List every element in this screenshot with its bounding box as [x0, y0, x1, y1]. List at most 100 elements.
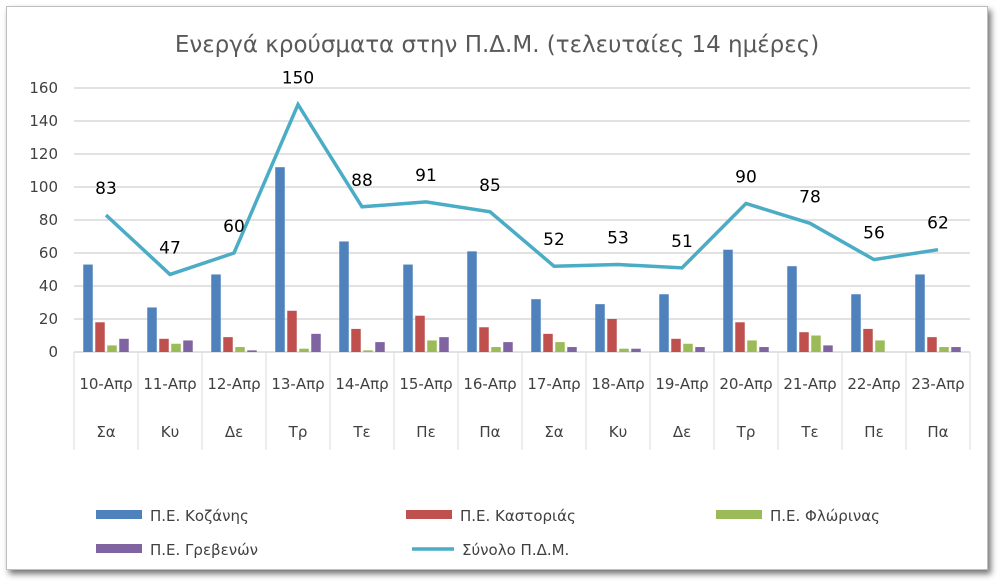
x-tick-label: 10-Απρ: [79, 375, 132, 393]
x-day-label: Σα: [544, 423, 563, 441]
data-label: 91: [415, 166, 437, 186]
bar-1: [595, 304, 605, 352]
bar-1: [531, 299, 541, 352]
legend-label: Π.Ε. Γρεβενών: [150, 541, 258, 559]
x-day-label: Τρ: [736, 423, 756, 441]
x-day-label: Τε: [352, 423, 370, 441]
y-tick-label: 100: [29, 178, 58, 196]
bar-2: [95, 322, 105, 352]
data-label: 62: [927, 214, 949, 234]
legend-swatch: [716, 510, 762, 519]
x-tick-label: 18-Απρ: [591, 375, 644, 393]
chart-title: Ενεργά κρούσματα στην Π.Δ.Μ. (τελευταίες…: [175, 32, 819, 58]
bar-3: [619, 348, 629, 352]
bar-1: [275, 167, 285, 352]
bar-2: [159, 338, 169, 352]
legend-label: Π.Ε. Καστοριάς: [460, 507, 576, 525]
bar-4: [503, 342, 513, 352]
chart-frame: [6, 6, 988, 570]
x-day-label: Τρ: [288, 423, 308, 441]
data-label: 60: [223, 217, 245, 237]
legend-label: Π.Ε. Κοζάνης: [150, 507, 249, 525]
x-tick-label: 22-Απρ: [847, 375, 900, 393]
x-day-label: Τε: [800, 423, 818, 441]
x-day-label: Κυ: [161, 423, 180, 441]
bar-4: [311, 333, 321, 352]
x-day-label: Πα: [927, 423, 948, 441]
bar-3: [235, 347, 245, 352]
bar-3: [811, 335, 821, 352]
bar-1: [659, 294, 669, 352]
x-day-label: Πε: [416, 423, 435, 441]
bar-1: [147, 307, 157, 352]
data-label: 88: [351, 171, 373, 191]
bar-2: [351, 328, 361, 352]
data-label: 90: [735, 168, 757, 188]
bar-3: [171, 343, 181, 352]
legend-swatch: [406, 510, 452, 519]
y-tick-label: 20: [39, 310, 58, 328]
data-label: 51: [671, 232, 693, 252]
bar-4: [247, 350, 257, 352]
x-tick-label: 21-Απρ: [783, 375, 836, 393]
data-label: 47: [159, 238, 181, 258]
bar-3: [107, 345, 117, 352]
data-label: 150: [282, 69, 314, 89]
x-day-label: Πε: [864, 423, 883, 441]
legend-swatch: [96, 510, 142, 519]
x-day-label: Σα: [96, 423, 115, 441]
bar-2: [671, 338, 681, 352]
x-tick-label: 16-Απρ: [463, 375, 516, 393]
data-label: 56: [863, 224, 885, 244]
data-label: 52: [543, 230, 565, 250]
y-tick-label: 0: [48, 343, 58, 361]
bar-1: [915, 274, 925, 352]
bar-4: [695, 347, 705, 352]
bar-2: [607, 319, 617, 352]
y-tick-label: 80: [39, 211, 58, 229]
bar-3: [939, 347, 949, 352]
total-line: [104, 100, 939, 277]
x-tick-label: 15-Απρ: [399, 375, 452, 393]
y-tick-label: 60: [39, 244, 58, 262]
legend-label: Π.Ε. Φλώρινας: [770, 507, 880, 525]
bar-1: [851, 294, 861, 352]
bar-1: [211, 274, 221, 352]
bar-2: [799, 332, 809, 352]
bar-3: [747, 340, 757, 352]
bar-1: [403, 264, 413, 352]
bar-3: [683, 343, 693, 352]
data-label: 85: [479, 176, 501, 196]
data-label: 83: [95, 179, 117, 199]
y-tick-label: 40: [39, 277, 58, 295]
bar-2: [287, 310, 297, 352]
bar-1: [339, 241, 349, 352]
bar-3: [555, 342, 565, 352]
bar-2: [863, 328, 873, 352]
x-day-label: Πα: [479, 423, 500, 441]
x-tick-label: 19-Απρ: [655, 375, 708, 393]
bar-4: [759, 347, 769, 352]
bar-3: [299, 348, 309, 352]
bar-3: [363, 350, 373, 352]
bar-4: [183, 340, 193, 352]
y-tick-label: 160: [29, 79, 58, 97]
x-day-label: Κυ: [609, 423, 628, 441]
bar-4: [439, 337, 449, 352]
bar-1: [83, 264, 93, 352]
x-tick-label: 14-Απρ: [335, 375, 388, 393]
bar-3: [491, 347, 501, 352]
data-label: 78: [799, 187, 821, 207]
bar-4: [567, 347, 577, 352]
bar-4: [823, 345, 833, 352]
bar-3: [427, 340, 437, 352]
bar-4: [631, 348, 641, 352]
bar-1: [467, 251, 477, 352]
bar-4: [951, 347, 961, 352]
x-tick-label: 20-Απρ: [719, 375, 772, 393]
bar-2: [479, 327, 489, 352]
x-tick-label: 17-Απρ: [527, 375, 580, 393]
legend-swatch: [96, 544, 142, 553]
